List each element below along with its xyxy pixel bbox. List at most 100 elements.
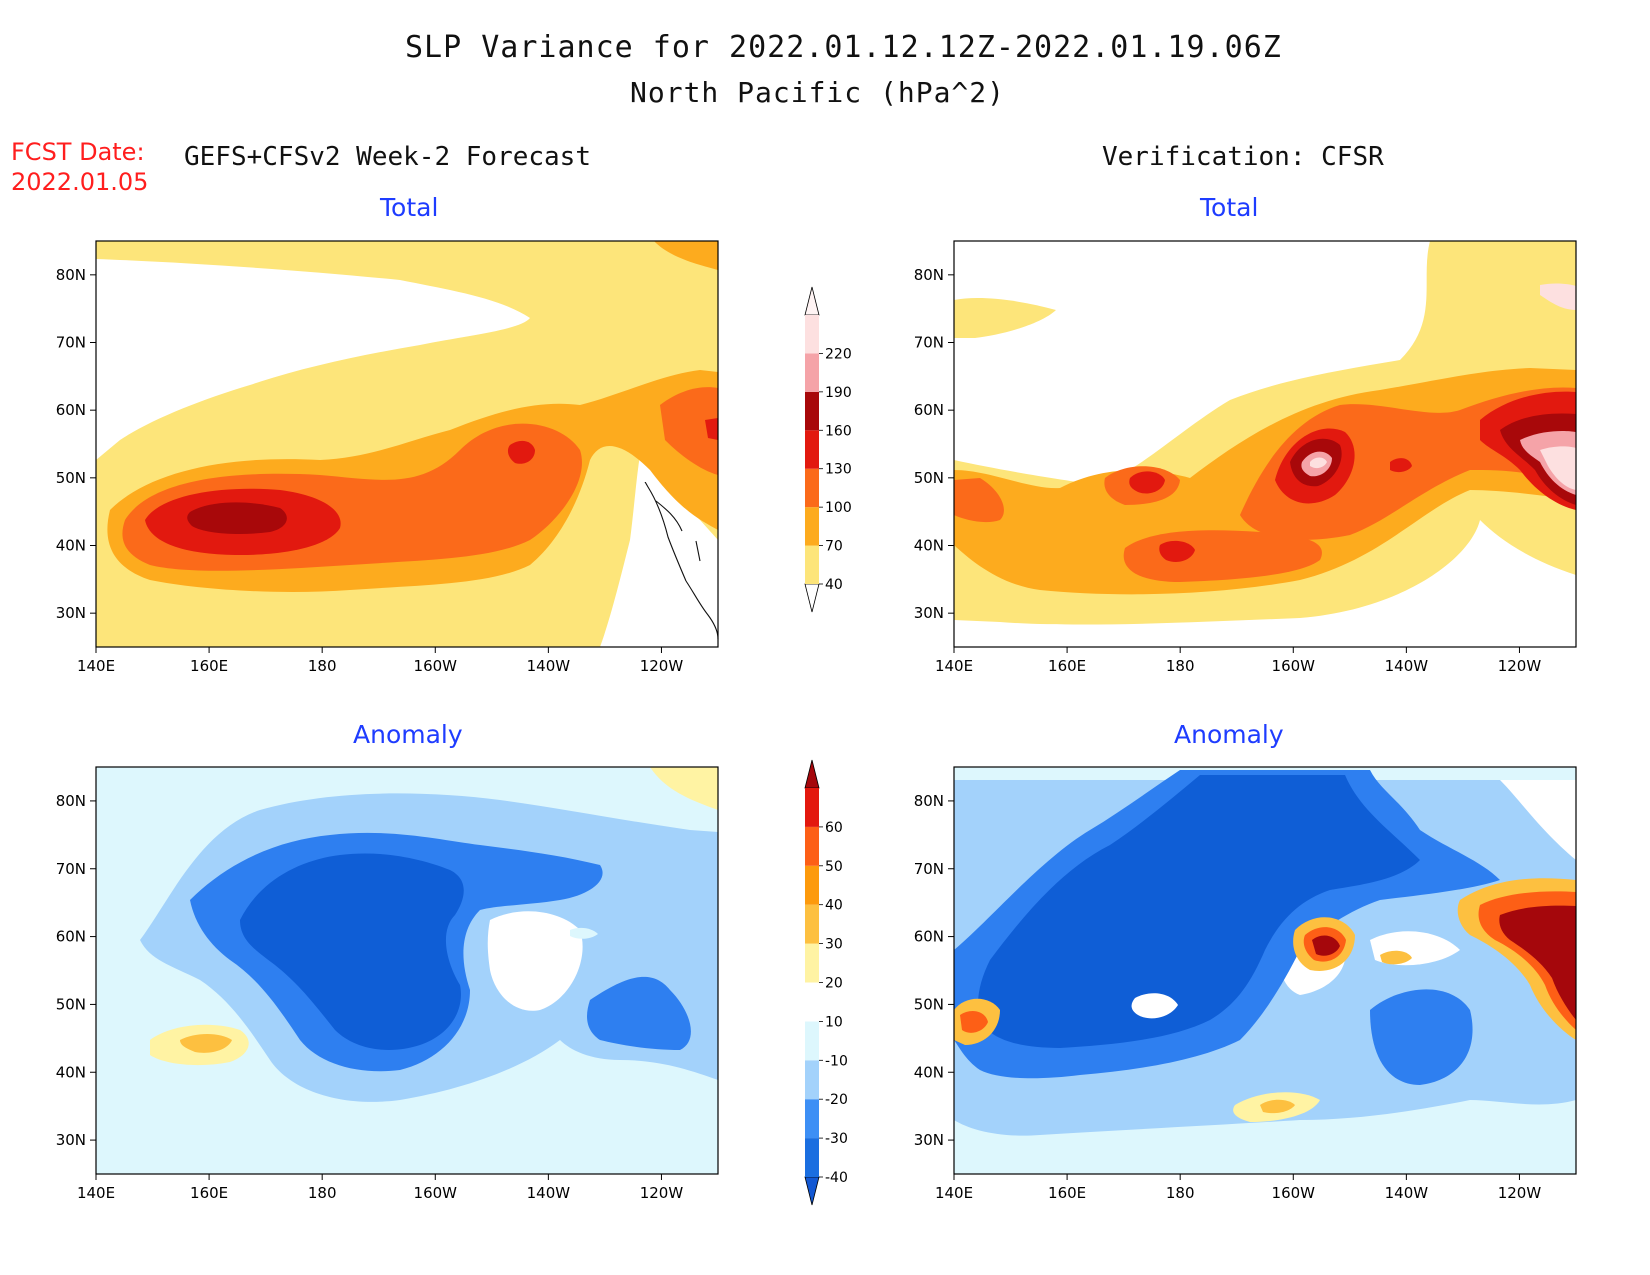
anomaly-colorbar: -40 -30 -20 -10 10 20 30 40 50 60 (804, 759, 848, 1206)
x-tick-label: 160W (414, 657, 458, 675)
x-tick-label: 120W (1498, 1184, 1542, 1202)
colorbar-high-end (804, 759, 820, 789)
colorbar-low-end (804, 1176, 820, 1206)
colorbar-label: 10 (825, 1014, 843, 1030)
x-tick-label: 160E (1048, 657, 1086, 675)
x-tick-label: 180 (308, 1184, 337, 1202)
y-tick-label: 60N (914, 401, 944, 419)
x-tick-label: 180 (1166, 657, 1195, 675)
colorbar-high-end (804, 286, 820, 316)
colorbar-segment (805, 865, 819, 905)
colorbar-label: -10 (825, 1053, 848, 1069)
x-tick-label: 140W (527, 1184, 571, 1202)
main-title: SLP Variance for 2022.01.12.12Z-2022.01.… (405, 30, 1282, 65)
panel-title-verification-total: Total (1200, 193, 1259, 222)
x-tick-label: 120W (640, 1184, 684, 1202)
colorbar-label: 190 (825, 385, 852, 401)
colorbar-label: 220 (825, 346, 852, 362)
colorbar-label: 40 (825, 577, 843, 593)
x-tick-label: 160E (190, 1184, 228, 1202)
x-tick-label: 140E (935, 1184, 973, 1202)
colorbar-segment (805, 904, 819, 944)
x-tick-label: 160E (1048, 1184, 1086, 1202)
y-tick-label: 70N (914, 860, 944, 878)
x-tick-label: 160W (1272, 1184, 1316, 1202)
x-tick-label: 160W (414, 1184, 458, 1202)
forecast-column-title: GEFS+CFSv2 Week-2 Forecast (184, 142, 591, 172)
verification-anomaly-frame (953, 766, 1577, 1175)
y-tick-label: 80N (56, 792, 86, 810)
total-colorbar: 40 70 100 130 160 190 220 (804, 286, 852, 613)
colorbar-label: 100 (825, 500, 852, 516)
colorbar-segment (805, 430, 819, 469)
panel-title-forecast-total: Total (380, 193, 439, 222)
colorbar-segment (805, 1060, 819, 1100)
y-tick-label: 40N (914, 1063, 944, 1081)
x-tick-label: 120W (1498, 657, 1542, 675)
verification-column-title: Verification: CFSR (1102, 142, 1384, 172)
fcst-date-label: FCST Date: (11, 138, 145, 166)
y-tick-label: 60N (914, 928, 944, 946)
colorbar-label: -30 (825, 1131, 848, 1147)
y-tick-label: 40N (56, 537, 86, 555)
colorbar-segment (805, 943, 819, 983)
colorbar-segment (805, 982, 819, 1022)
colorbar-label: 50 (825, 859, 843, 875)
x-tick-label: 160W (1272, 657, 1316, 675)
colorbar-segment (805, 1099, 819, 1139)
y-tick-label: 30N (914, 1131, 944, 1149)
y-tick-label: 50N (56, 995, 86, 1013)
x-tick-label: 180 (308, 657, 337, 675)
colorbar-label: 160 (825, 423, 852, 439)
y-tick-label: 40N (56, 1063, 86, 1081)
colorbar-segment (805, 353, 819, 392)
forecast-anomaly-frame (95, 766, 719, 1175)
y-tick-label: 60N (56, 928, 86, 946)
forecast-anomaly-map (96, 767, 718, 1174)
fcst-date-value: 2022.01.05 (11, 168, 149, 196)
y-tick-label: 70N (56, 334, 86, 352)
x-tick-label: 140E (77, 657, 115, 675)
x-tick-label: 140W (1385, 1184, 1429, 1202)
x-tick-label: 140E (77, 1184, 115, 1202)
colorbar-label: 70 (825, 539, 843, 555)
x-tick-label: 140W (1385, 657, 1429, 675)
y-tick-label: 80N (914, 792, 944, 810)
colorbar-segment (805, 391, 819, 431)
x-tick-label: 120W (640, 657, 684, 675)
x-tick-label: 140E (935, 657, 973, 675)
y-tick-label: 60N (56, 401, 86, 419)
colorbar-segment (805, 545, 819, 584)
y-tick-label: 50N (914, 469, 944, 487)
colorbar-segment (805, 788, 819, 827)
colorbar-segment (805, 1138, 819, 1177)
colorbar-segment (805, 507, 819, 546)
colorbar-label: 130 (825, 462, 852, 478)
colorbar-low-end (804, 583, 820, 613)
panel-title-forecast-anomaly: Anomaly (353, 720, 463, 749)
y-tick-label: 70N (56, 860, 86, 878)
verification-anomaly-map (954, 767, 1576, 1174)
map-axes: 140E 160E 180 160W 140W 120W 30N 40N 50N 60N 70N 80… (56, 266, 1542, 1202)
x-tick-label: 160E (190, 657, 228, 675)
colorbar-segment (805, 1021, 819, 1061)
y-tick-label: 30N (914, 604, 944, 622)
verification-total-map (954, 241, 1576, 647)
y-tick-label: 40N (914, 537, 944, 555)
forecast-total-map (96, 241, 718, 647)
colorbar-label: 60 (825, 820, 843, 836)
colorbar-segment (805, 468, 819, 508)
y-tick-label: 80N (56, 266, 86, 284)
colorbar-label: 30 (825, 937, 843, 953)
y-tick-label: 70N (914, 334, 944, 352)
colorbar-segment (805, 826, 819, 866)
subtitle-region: North Pacific (hPa^2) (630, 76, 1006, 109)
y-tick-label: 80N (914, 266, 944, 284)
colorbar-label: 40 (825, 898, 843, 914)
colorbar-label: 20 (825, 976, 843, 992)
colorbar-label: -40 (825, 1170, 848, 1186)
colorbar-segment (805, 315, 819, 354)
y-tick-label: 30N (56, 604, 86, 622)
colorbar-label: -20 (825, 1092, 848, 1108)
